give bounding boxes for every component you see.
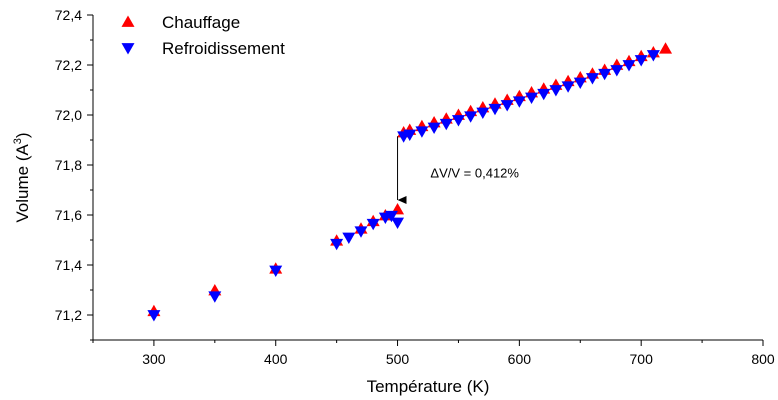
y-tick-label: 71,4 — [55, 257, 82, 273]
data-point — [391, 217, 405, 229]
data-point — [659, 42, 673, 54]
y-tick-label: 72,2 — [55, 57, 82, 73]
x-tick-label: 500 — [386, 351, 410, 367]
y-axis-label: Volume (A3) — [12, 132, 32, 222]
data-point — [147, 310, 161, 322]
data-point — [573, 77, 587, 89]
data-point — [451, 115, 465, 127]
data-point — [342, 232, 356, 244]
legend: Chauffage Refroidissement — [121, 13, 285, 58]
y-tick-label: 71,8 — [55, 157, 82, 173]
data-point — [476, 107, 490, 119]
x-tick-label: 800 — [751, 351, 775, 367]
series-layer — [147, 42, 673, 322]
annotation-layer: ΔV/V = 0,412% — [397, 136, 519, 204]
x-axis-ticks: 300 400 500 600 700 800 — [92, 340, 775, 367]
data-point — [500, 100, 514, 112]
x-axis-label: Température (K) — [367, 377, 490, 396]
data-point — [585, 73, 599, 85]
x-tick-label: 400 — [264, 351, 288, 367]
legend-marker-chauffage — [121, 15, 135, 27]
data-point — [537, 88, 551, 101]
data-point — [439, 118, 453, 131]
y-tick-label: 72,0 — [55, 107, 82, 123]
data-point — [525, 92, 539, 104]
x-tick-label: 300 — [142, 351, 166, 367]
y-axis-label-close: ) — [13, 132, 32, 138]
data-point — [488, 103, 502, 116]
x-tick-label: 700 — [630, 351, 654, 367]
data-point — [384, 210, 398, 223]
y-axis-label-superscript: 3 — [12, 138, 24, 144]
data-point — [427, 122, 441, 134]
legend-label-refroidissement: Refroidissement — [162, 39, 285, 58]
data-point — [269, 265, 283, 277]
data-point — [598, 68, 612, 81]
data-point — [561, 81, 575, 93]
data-point — [366, 218, 380, 231]
y-tick-label: 71,6 — [55, 207, 82, 223]
data-point — [403, 129, 417, 141]
series-chauffage — [147, 42, 673, 317]
y-axis-ticks: 71,2 71,4 71,6 71,8 72,0 72,2 72,4 — [55, 7, 93, 341]
annotation-text: ΔV/V = 0,412% — [430, 166, 519, 181]
data-point — [330, 238, 344, 251]
x-tick-label: 600 — [508, 351, 532, 367]
axes — [92, 15, 763, 341]
legend-marker-refroidissement — [121, 43, 135, 55]
data-point — [622, 60, 636, 72]
data-point — [610, 65, 624, 77]
data-point — [464, 111, 478, 123]
y-tick-label: 71,2 — [55, 307, 82, 323]
legend-label-chauffage: Chauffage — [162, 13, 240, 32]
data-point — [646, 50, 660, 62]
data-point — [512, 96, 526, 108]
data-point — [549, 85, 563, 97]
data-point — [634, 55, 648, 67]
data-point — [415, 126, 429, 138]
data-point — [208, 291, 222, 303]
series-refroidissement — [147, 50, 660, 322]
y-tick-label: 72,4 — [55, 7, 82, 23]
data-point — [354, 226, 368, 238]
y-axis-label-main: Volume (A — [13, 144, 32, 223]
